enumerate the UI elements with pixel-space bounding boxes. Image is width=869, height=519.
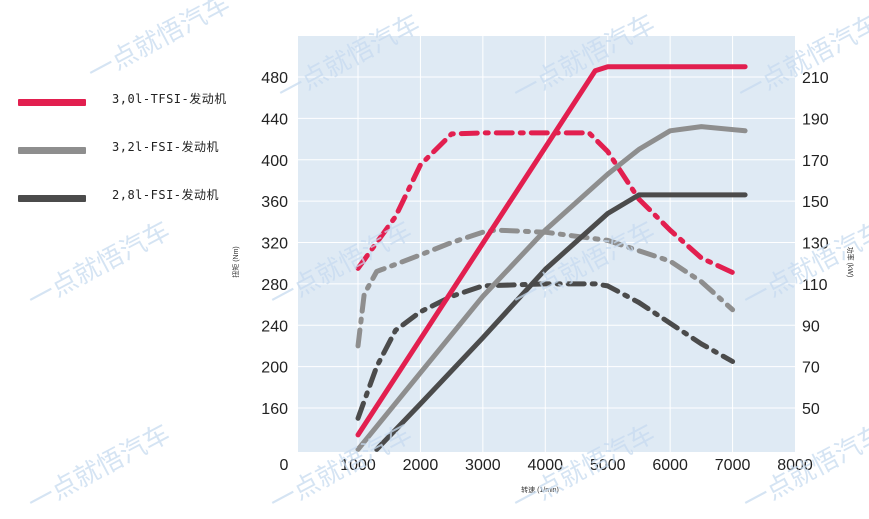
y-right-tick-label: 50: [802, 401, 820, 418]
y-left-tick-label: 320: [261, 236, 288, 253]
y-left-tick-label: 400: [261, 153, 288, 170]
x-tick-label: 2000: [403, 457, 439, 474]
y-left-tick-label: 440: [261, 111, 288, 128]
x-tick-label: 4000: [527, 457, 563, 474]
y-right-tick-label: 90: [802, 318, 820, 335]
plot-svg: 160 200 240 280 320 360 400 440 480 50 70 90 110 130…: [231, 36, 855, 494]
y-left-tick-label: 360: [261, 194, 288, 211]
y-axis-right-label: 功率 (kW): [846, 247, 855, 278]
x-tick-label: 1000: [340, 457, 376, 474]
y-right-tick-label: 70: [802, 360, 820, 377]
power-curve-3,0l-TFSI-发动机: [355, 64, 748, 438]
legend-item-3-2-fsi: 3,2l-FSI-发动机: [18, 138, 278, 162]
x-tick-label: 6000: [652, 457, 688, 474]
y-left-tick-label: 480: [261, 70, 288, 87]
y-right-tick-label: 110: [802, 277, 828, 294]
y-right-tick-label: 190: [802, 111, 829, 128]
right-axis-ticks: 50 70 90 110 130 150 170 190 210: [802, 70, 829, 418]
left-axis-ticks: 160 200 240 280 320 360 400 440 480: [261, 70, 288, 418]
legend-swatch: [18, 99, 86, 106]
x-tick-label: 0: [280, 457, 289, 474]
legend-swatch: [18, 147, 86, 154]
torque-curve-3,0l-TFSI-发动机: [355, 130, 736, 275]
x-tick-label: 8000: [777, 457, 813, 474]
power-curve-3,2l-FSI-发动机: [355, 124, 748, 452]
engine-performance-chart: 3,0l-TFSI-发动机 3,2l-FSI-发动机 2,8l-FSI-发动机 …: [18, 0, 869, 519]
power-curve-2,8l-FSI-发动机: [374, 192, 748, 452]
legend-swatch: [18, 195, 86, 202]
y-left-tick-label: 240: [261, 318, 288, 335]
plot-background: [298, 36, 795, 452]
legend-label: 3,0l-TFSI-发动机: [112, 92, 227, 106]
legend-item-2-8-fsi: 2,8l-FSI-发动机: [18, 186, 278, 210]
y-right-tick-label: 150: [802, 194, 829, 211]
x-tick-label: 5000: [590, 457, 626, 474]
legend-label: 3,2l-FSI-发动机: [112, 140, 220, 154]
y-right-tick-label: 210: [802, 70, 829, 87]
x-tick-label: 7000: [715, 457, 751, 474]
x-axis-ticks: 0 1000 2000 3000 4000 5000 6000 7000 8000: [280, 457, 813, 474]
y-left-tick-label: 160: [261, 401, 288, 418]
y-left-tick-label: 200: [261, 360, 288, 377]
y-right-tick-label: 170: [802, 153, 829, 170]
chart-legend: 3,0l-TFSI-发动机 3,2l-FSI-发动机 2,8l-FSI-发动机: [18, 90, 278, 234]
series-layer: [355, 64, 748, 452]
torque-curve-2,8l-FSI-发动机: [355, 281, 736, 421]
y-right-tick-label: 130: [802, 236, 829, 253]
legend-label: 2,8l-FSI-发动机: [112, 188, 220, 202]
y-axis-left-label: 扭矩 (Nm): [231, 246, 240, 278]
x-tick-label: 3000: [465, 457, 501, 474]
x-axis-label: 转速 (1/min): [521, 485, 559, 494]
legend-item-3-0-tfsi: 3,0l-TFSI-发动机: [18, 90, 278, 114]
y-left-tick-label: 280: [261, 277, 288, 294]
